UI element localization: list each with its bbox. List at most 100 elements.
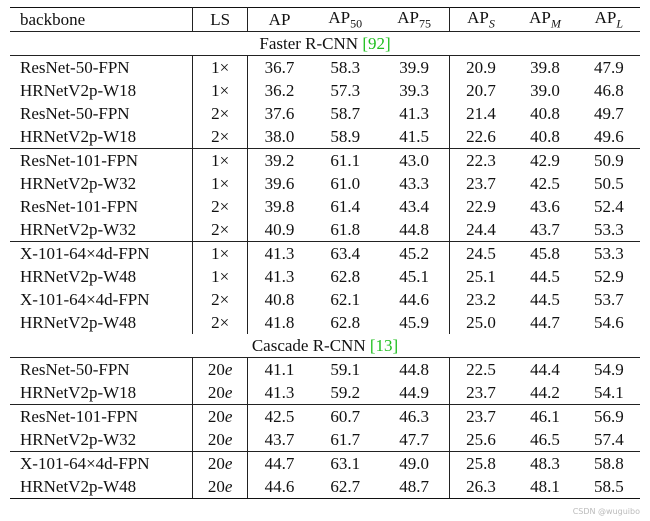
backbone-cell: HRNetV2p-W18 xyxy=(10,79,193,103)
value-cell: 37.6 xyxy=(264,103,295,123)
value-cell: 44.6 xyxy=(247,475,311,500)
section-title: Cascade R-CNN [13] xyxy=(10,334,640,359)
data-row: HRNetV2p-W48 20e 44.6 62.7 48.7 26.3 48.1 58.5 xyxy=(10,475,640,500)
value-cell: 22.9 xyxy=(466,196,496,216)
value-cell: 61.8 xyxy=(330,219,361,239)
data-row: HRNetV2p-W32 1× 39.6 61.0 43.3 23.7 42.5 50.5 xyxy=(10,172,640,196)
value-cell: 47.9 xyxy=(593,57,624,77)
header-subscript: S xyxy=(488,16,495,31)
header-text: AP xyxy=(328,8,351,27)
header-subscript: L xyxy=(616,16,624,31)
value-cell: 43.0 xyxy=(379,148,450,173)
value-cell: 62.8 xyxy=(330,312,361,332)
value-cell: 46.5 xyxy=(530,429,560,449)
backbone-cell: HRNetV2p-W48 xyxy=(10,475,193,500)
ls-cell: 1× xyxy=(192,172,249,196)
value-cell: 59.2 xyxy=(330,382,361,402)
value-cell: 45.1 xyxy=(379,265,450,289)
column-header: AP xyxy=(247,6,311,33)
value-cell: 43.3 xyxy=(379,172,450,196)
value-cell: 39.0 xyxy=(530,80,560,100)
value-cell: 25.1 xyxy=(466,266,496,286)
value-cell: 54.1 xyxy=(593,382,624,402)
data-row: ResNet-101-FPN 2× 39.8 61.4 43.4 22.9 43.6 52.4 xyxy=(10,195,640,219)
data-row: HRNetV2p-W48 1× 41.3 62.8 45.1 25.1 44.5 52.9 xyxy=(10,265,640,289)
value-cell: 39.9 xyxy=(379,55,450,80)
ls-cell: 2× xyxy=(192,102,249,126)
value-cell: 42.5 xyxy=(247,404,311,429)
value-cell: 56.9 xyxy=(577,404,640,429)
value-cell: 41.5 xyxy=(379,125,450,149)
data-row: HRNetV2p-W18 2× 38.0 58.9 41.5 22.6 40.8 49.6 xyxy=(10,125,640,149)
value-cell: 60.7 xyxy=(310,404,380,429)
data-row: ResNet-50-FPN 20e 41.1 59.1 44.8 22.5 44.4 54.9 xyxy=(10,357,640,382)
ls-cell: 20e xyxy=(192,357,249,382)
header-subscript: 50 xyxy=(350,16,363,31)
header-subscript: M xyxy=(550,16,561,31)
column-header: AP75 xyxy=(379,6,450,33)
value-cell: 43.7 xyxy=(530,219,560,239)
ls-cell: 1× xyxy=(192,79,249,103)
value-cell: 44.6 xyxy=(379,288,450,312)
ls-cell: 20e xyxy=(192,381,249,405)
ls-cell: 20e xyxy=(192,475,249,500)
backbone-cell: ResNet-101-FPN xyxy=(10,195,193,219)
ls-cell: 2× xyxy=(192,311,249,335)
data-row: ResNet-101-FPN 20e 42.5 60.7 46.3 23.7 46.1 56.… xyxy=(10,404,640,429)
backbone-cell: ResNet-50-FPN xyxy=(10,55,193,80)
section-ref: [13] xyxy=(369,335,399,355)
value-cell: 41.8 xyxy=(264,312,295,332)
value-cell: 53.3 xyxy=(593,219,624,239)
backbone-cell: HRNetV2p-W48 xyxy=(10,265,193,289)
value-cell: 40.8 xyxy=(530,126,560,146)
backbone-cell: HRNetV2p-W18 xyxy=(10,125,193,149)
value-cell: 58.3 xyxy=(330,57,361,77)
value-cell: 45.8 xyxy=(512,241,578,266)
value-cell: 25.0 xyxy=(466,312,496,332)
value-cell: 44.8 xyxy=(379,218,450,242)
value-cell: 39.2 xyxy=(247,148,311,173)
results-table: backbone LS AP AP50 AP75 APS APM APL Faster R-CN… xyxy=(10,6,640,500)
value-cell: 62.1 xyxy=(330,289,361,309)
ls-cell: 1× xyxy=(192,148,249,173)
value-cell: 23.2 xyxy=(466,289,496,309)
section-name: Faster R-CNN xyxy=(259,33,359,53)
column-header: AP50 xyxy=(310,6,380,33)
value-cell: 43.4 xyxy=(379,195,450,219)
value-cell: 44.7 xyxy=(247,451,311,476)
value-cell: 49.6 xyxy=(593,126,624,146)
section-row: Faster R-CNN [92] xyxy=(10,31,640,57)
value-cell: 54.6 xyxy=(593,312,624,332)
value-cell: 52.9 xyxy=(593,266,624,286)
ls-cell: 20e xyxy=(192,404,249,429)
value-cell: 52.4 xyxy=(593,196,624,216)
backbone-cell: ResNet-101-FPN xyxy=(10,404,193,429)
value-cell: 61.0 xyxy=(330,173,361,193)
ls-cell: 1× xyxy=(192,241,249,266)
ls-cell: 20e xyxy=(192,451,249,476)
backbone-cell: ResNet-50-FPN xyxy=(10,357,193,382)
backbone-cell: HRNetV2p-W32 xyxy=(10,172,193,196)
header-text: AP xyxy=(397,8,420,27)
value-cell: 61.7 xyxy=(330,429,361,449)
value-cell: 25.8 xyxy=(449,451,513,476)
column-header: backbone xyxy=(10,6,193,33)
data-row: HRNetV2p-W18 20e 41.3 59.2 44.9 23.7 44.2 54.1 xyxy=(10,381,640,405)
value-cell: 20.7 xyxy=(466,80,496,100)
value-cell: 47.7 xyxy=(379,428,450,452)
ls-cell: 1× xyxy=(192,55,249,80)
value-cell: 41.1 xyxy=(264,359,295,379)
header-subscript: 75 xyxy=(419,16,432,31)
value-cell: 40.9 xyxy=(264,219,295,239)
value-cell: 46.1 xyxy=(512,404,578,429)
value-cell: 48.7 xyxy=(379,475,450,500)
value-cell: 58.9 xyxy=(330,126,361,146)
value-cell: 57.4 xyxy=(593,429,624,449)
value-cell: 48.3 xyxy=(512,451,578,476)
section-title: Faster R-CNN [92] xyxy=(10,31,640,57)
value-cell: 46.8 xyxy=(593,80,624,100)
backbone-cell: HRNetV2p-W32 xyxy=(10,428,193,452)
value-cell: 23.7 xyxy=(466,173,496,193)
data-row: X-101-64×4d-FPN 1× 41.3 63.4 45.2 24.5 45.8 53.… xyxy=(10,241,640,266)
